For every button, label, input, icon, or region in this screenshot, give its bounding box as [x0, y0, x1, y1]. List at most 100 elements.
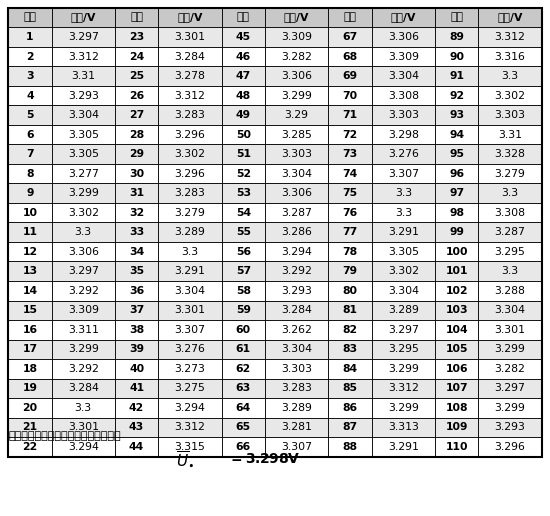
Bar	[158, 164, 222, 183]
Text: 3.304: 3.304	[281, 169, 312, 179]
Bar	[265, 359, 328, 379]
Text: 69: 69	[343, 71, 358, 81]
Bar	[52, 164, 115, 183]
Text: 3.328: 3.328	[494, 149, 525, 159]
Bar	[222, 8, 265, 27]
Text: 96: 96	[449, 169, 464, 179]
Bar	[52, 183, 115, 203]
Text: 3.273: 3.273	[174, 364, 205, 374]
Bar	[222, 125, 265, 144]
Text: 3.284: 3.284	[68, 383, 98, 393]
Text: 3.316: 3.316	[494, 52, 525, 61]
Text: 41: 41	[129, 383, 144, 393]
Bar	[265, 379, 328, 398]
Bar	[478, 125, 542, 144]
Bar	[115, 242, 158, 262]
Text: 106: 106	[446, 364, 468, 374]
Bar	[158, 379, 222, 398]
Text: 3.283: 3.283	[281, 383, 312, 393]
Text: 105: 105	[446, 344, 468, 354]
Text: 3.297: 3.297	[68, 32, 98, 42]
Bar	[328, 27, 372, 47]
Bar	[265, 8, 328, 27]
Bar	[328, 379, 372, 398]
Text: 12: 12	[23, 247, 37, 257]
Text: 3.299: 3.299	[388, 403, 419, 413]
Text: 68: 68	[343, 52, 358, 61]
Text: 27: 27	[129, 110, 144, 120]
Text: 3.286: 3.286	[281, 227, 312, 237]
Bar	[478, 27, 542, 47]
Bar	[8, 300, 52, 320]
Bar	[328, 437, 372, 457]
Bar	[435, 359, 478, 379]
Bar	[265, 320, 328, 340]
Bar	[435, 320, 478, 340]
Text: 3.292: 3.292	[68, 364, 98, 374]
Bar	[478, 340, 542, 359]
Text: 3.297: 3.297	[68, 266, 98, 276]
Text: 18: 18	[23, 364, 37, 374]
Text: $\mathbf{=3.298V}$: $\mathbf{=3.298V}$	[228, 452, 301, 466]
Bar	[478, 262, 542, 281]
Text: 3.3: 3.3	[75, 227, 92, 237]
Bar	[265, 340, 328, 359]
Bar	[52, 66, 115, 86]
Text: 序号: 序号	[24, 12, 36, 23]
Text: 3.285: 3.285	[281, 130, 312, 140]
Text: 46: 46	[235, 52, 251, 61]
Bar	[52, 300, 115, 320]
Bar	[222, 203, 265, 222]
Bar	[52, 86, 115, 105]
Bar	[328, 359, 372, 379]
Bar	[8, 417, 52, 437]
Text: 3.309: 3.309	[68, 305, 99, 315]
Text: 3.289: 3.289	[388, 305, 419, 315]
Bar	[8, 183, 52, 203]
Text: 3.304: 3.304	[281, 344, 312, 354]
Text: 3.278: 3.278	[174, 71, 205, 81]
Text: 3.304: 3.304	[388, 286, 419, 296]
Bar	[115, 281, 158, 300]
Bar	[372, 66, 435, 86]
Text: 44: 44	[129, 442, 144, 452]
Bar	[328, 340, 372, 359]
Text: 3.3: 3.3	[502, 266, 519, 276]
Bar	[52, 320, 115, 340]
Text: 序号: 序号	[344, 12, 356, 23]
Bar	[8, 8, 52, 27]
Bar	[435, 183, 478, 203]
Bar	[328, 125, 372, 144]
Text: 3.306: 3.306	[68, 247, 99, 257]
Bar	[8, 281, 52, 300]
Text: 24: 24	[129, 52, 144, 61]
Text: 43: 43	[129, 423, 144, 432]
Bar	[435, 66, 478, 86]
Bar	[115, 300, 158, 320]
Bar	[328, 47, 372, 66]
Text: 3.312: 3.312	[174, 91, 205, 101]
Text: 3.303: 3.303	[281, 149, 312, 159]
Text: 3.293: 3.293	[281, 286, 312, 296]
Bar	[158, 262, 222, 281]
Bar	[158, 281, 222, 300]
Bar	[372, 144, 435, 164]
Text: 3.281: 3.281	[281, 423, 312, 432]
Bar	[372, 183, 435, 203]
Bar	[8, 242, 52, 262]
Bar	[372, 8, 435, 27]
Bar	[222, 222, 265, 242]
Text: 3.306: 3.306	[281, 71, 312, 81]
Text: 3.302: 3.302	[494, 91, 526, 101]
Bar	[478, 203, 542, 222]
Text: 3.287: 3.287	[494, 227, 525, 237]
Bar	[115, 86, 158, 105]
Text: 3.306: 3.306	[281, 188, 312, 198]
Bar	[158, 183, 222, 203]
Text: 92: 92	[449, 91, 464, 101]
Text: 72: 72	[342, 130, 358, 140]
Text: 98: 98	[449, 207, 464, 218]
Text: 89: 89	[449, 32, 464, 42]
Bar	[372, 86, 435, 105]
Text: 3.311: 3.311	[68, 325, 98, 335]
